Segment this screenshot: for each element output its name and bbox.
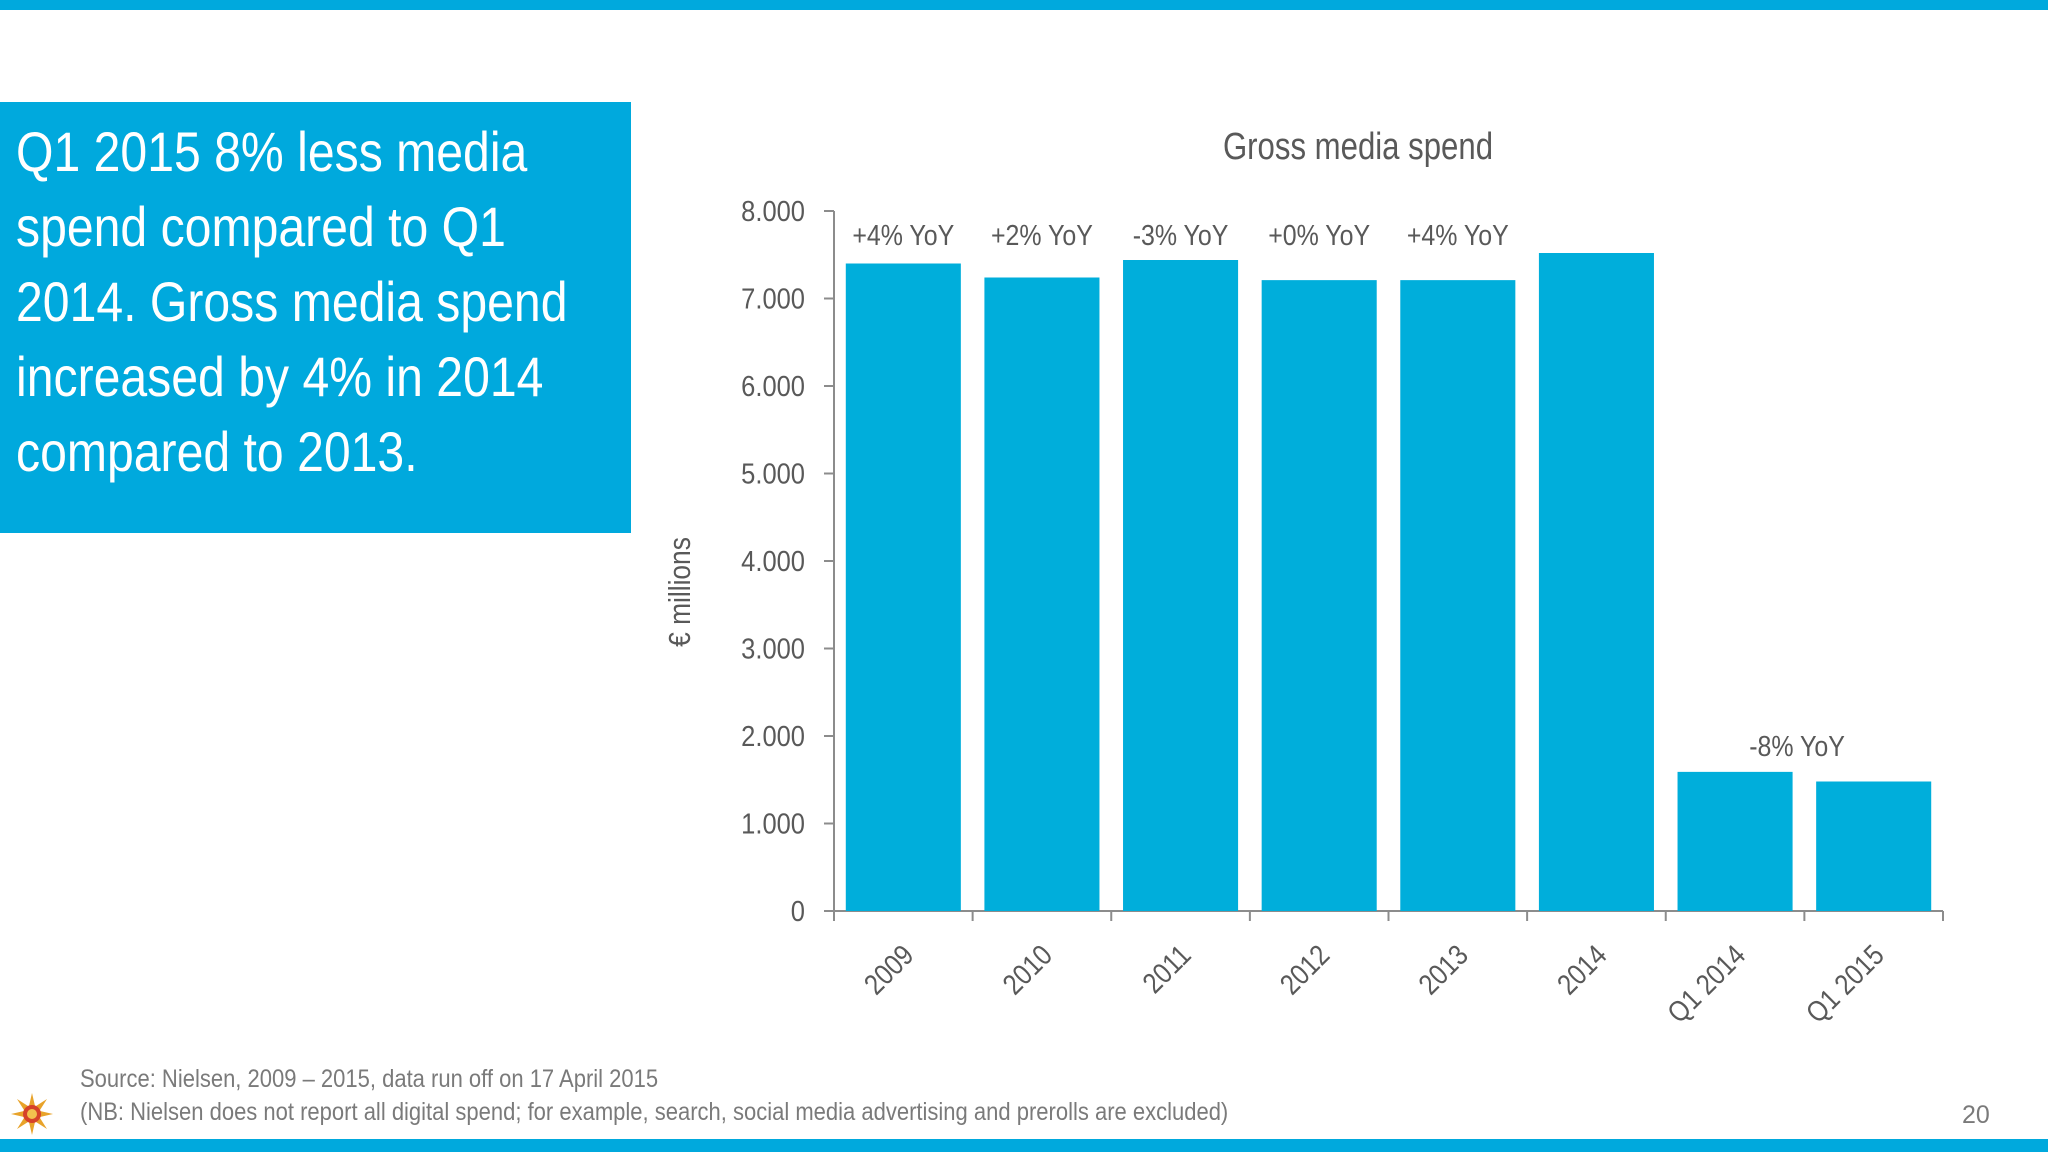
- x-tick-label: 2009: [858, 939, 920, 1001]
- y-tick-label: 8.000: [741, 194, 805, 227]
- bar: [1400, 280, 1516, 911]
- bottom-accent-bar: [0, 1139, 2048, 1152]
- x-tick-label: 2011: [1136, 939, 1197, 1000]
- yoy-annotation: -8% YoY: [1749, 730, 1845, 762]
- y-tick-label: 4.000: [741, 544, 805, 577]
- headline-box: Q1 2015 8% less media spend compared to …: [0, 102, 631, 533]
- y-tick-label: 1.000: [741, 807, 805, 840]
- headline-text: Q1 2015 8% less media spend compared to …: [16, 120, 568, 483]
- bar: [1123, 260, 1239, 911]
- x-tick-label: Q1 2015: [1800, 939, 1890, 1029]
- sun-logo-icon: [11, 1093, 53, 1135]
- footer-source: Source: Nielsen, 2009 – 2015, data run o…: [80, 1063, 1228, 1129]
- bar: [845, 263, 961, 911]
- x-tick-label: 2013: [1412, 939, 1474, 1001]
- yoy-annotation: +4% YoY: [1407, 219, 1509, 251]
- bar: [1261, 280, 1377, 911]
- bar: [1816, 781, 1932, 911]
- x-tick-label: 2012: [1274, 939, 1336, 1001]
- yoy-annotation: +4% YoY: [852, 219, 954, 251]
- bar: [984, 277, 1100, 911]
- bar: [1538, 253, 1654, 911]
- source-line: Source: Nielsen, 2009 – 2015, data run o…: [80, 1065, 659, 1093]
- bar: [1677, 771, 1793, 911]
- chart-title: Gross media spend: [1223, 126, 1493, 168]
- yoy-annotation: +2% YoY: [991, 219, 1093, 251]
- yoy-annotation: +0% YoY: [1268, 219, 1370, 251]
- x-tick-label: 2010: [997, 939, 1059, 1001]
- note-line: (NB: Nielsen does not report all digital…: [80, 1098, 1229, 1126]
- x-tick-label: 2014: [1551, 939, 1613, 1001]
- y-axis-label: € millions: [663, 537, 697, 647]
- y-tick-label: 7.000: [741, 282, 805, 315]
- page-number: 20: [1962, 1101, 1990, 1129]
- y-tick-label: 5.000: [741, 457, 805, 490]
- yoy-annotation: -3% YoY: [1133, 219, 1229, 251]
- x-tick-label: Q1 2014: [1661, 939, 1751, 1029]
- y-tick-label: 2.000: [741, 719, 805, 752]
- y-tick-label: 3.000: [741, 632, 805, 665]
- y-tick-label: 0: [791, 894, 805, 927]
- top-accent-bar: [0, 0, 2048, 10]
- y-tick-label: 6.000: [741, 369, 805, 402]
